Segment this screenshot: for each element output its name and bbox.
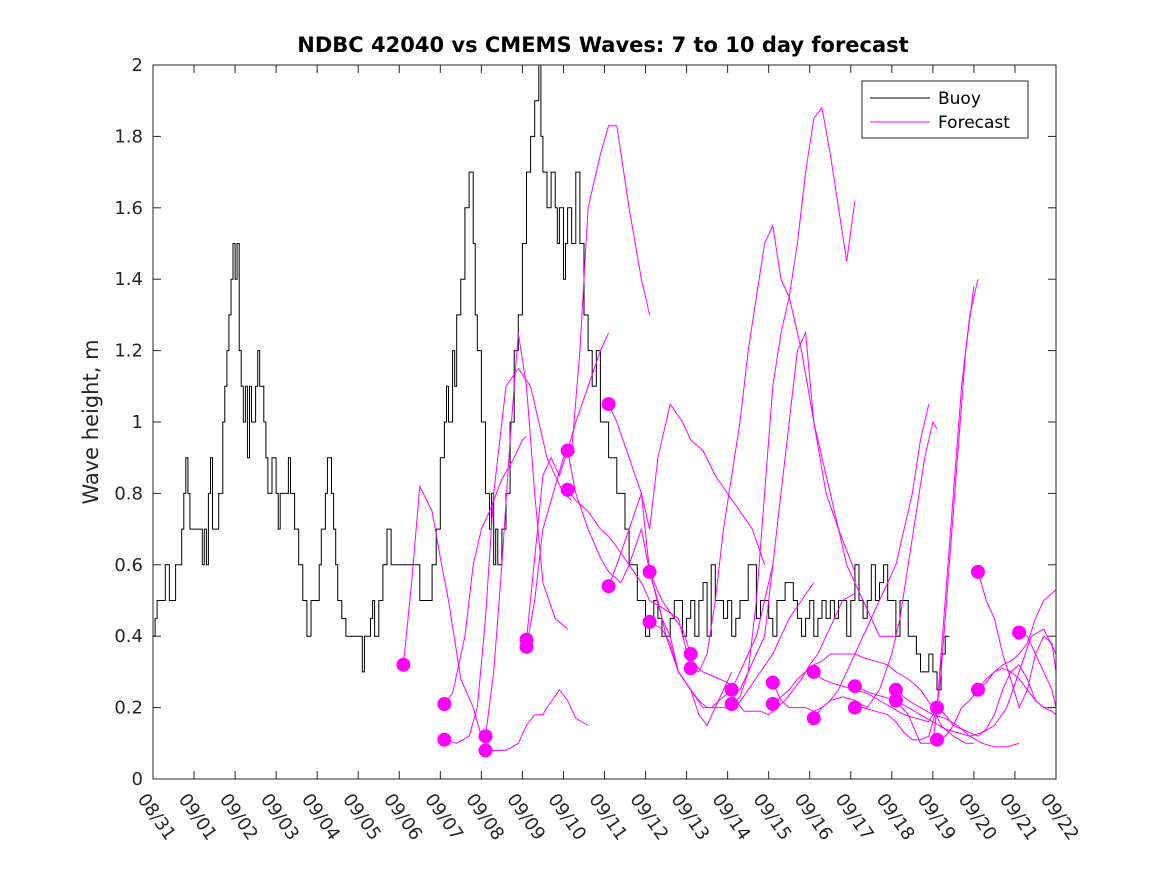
forecast-start-marker [478,743,493,758]
forecast-layer [402,106,1057,751]
forecast-series-line-1 [402,484,490,744]
forecast-series-line-5 [485,688,589,751]
y-axis-label: Wave height, m [79,339,103,504]
legend-buoy-label: Buoy [938,89,981,109]
forecast-series-line-19 [772,653,974,744]
y-tick-label: 0.8 [114,483,143,504]
forecast-series-line-12 [649,564,774,709]
y-tick-label: 1.6 [114,198,143,219]
forecast-start-marker [724,682,739,697]
forecast-start-marker [560,482,575,497]
y-tick-label: 2 [132,55,143,76]
forecast-start-marker [560,443,575,458]
forecast-start-marker [765,697,780,711]
forecast-series-line-21 [813,420,938,719]
forecast-series-line-22 [854,286,975,744]
y-tick-label: 1.2 [114,341,143,362]
forecast-start-marker [888,693,903,708]
y-tick-label: 1 [132,412,143,433]
forecast-start-marker [930,732,944,747]
forecast-start-marker [519,639,534,654]
forecast-start-marker [847,679,862,694]
buoy-layer [153,64,950,691]
forecast-start-marker [971,682,985,697]
forecast-series-line-10 [608,402,766,565]
forecast-series-line-11 [608,493,733,727]
forecast-series-line-30 [1018,632,1057,708]
forecast-start-marker [1012,625,1027,640]
forecast-start-marker [724,697,739,711]
forecast-series-line-2 [444,435,527,705]
forecast-series-line-15 [690,223,856,673]
forecast-series-line-4 [485,332,568,737]
y-tick-label: 0.2 [114,698,143,719]
forecast-start-marker [396,657,411,672]
y-tick-label: 1.4 [114,269,143,290]
chart-title: NDBC 42040 vs CMEMS Waves: 7 to 10 day f… [297,33,908,57]
forecast-start-marker [765,675,780,690]
forecast-start-marker [437,732,452,747]
forecast-start-marker [683,661,698,676]
forecast-start-marker [806,711,821,726]
legend-forecast-label: Forecast [938,113,1010,133]
forecast-start-marker [930,700,944,715]
forecast-start-marker [888,682,903,697]
forecast-series-line-6 [526,332,610,640]
y-tick-label: 0.6 [114,555,143,576]
buoy-series-line [153,64,950,691]
forecast-series-line-25 [895,628,1057,737]
forecast-series-line-14 [690,592,856,716]
y-tick-label: 0 [132,769,143,790]
forecast-start-marker [601,397,616,412]
forecast-start-marker [971,564,985,579]
forecast-start-marker [642,564,657,579]
forecast-start-marker [601,579,616,594]
legend: Buoy Forecast [861,80,1029,139]
forecast-series-line-23 [854,279,979,741]
forecast-start-marker [683,647,698,661]
forecast-series-line-13 [649,582,815,709]
forecast-start-marker [478,729,493,744]
forecast-start-marker [437,697,452,711]
y-tick-label: 0.4 [114,626,143,647]
forecast-series-line-3 [444,367,573,744]
forecast-series-line-16 [731,330,896,691]
forecast-series-line-29 [977,589,1057,691]
forecast-start-marker [847,700,862,715]
forecast-series-line-20 [813,671,938,723]
forecast-series-line-18 [772,403,930,712]
forecast-series-line-9 [567,489,692,669]
marker-layer [396,397,1027,758]
forecast-start-marker [642,614,657,629]
legend-box [861,80,1029,139]
forecast-series-line-17 [731,106,856,705]
y-tick-label: 1.8 [114,126,143,147]
forecast-start-marker [806,664,821,679]
forecast-series-line-24 [895,689,1020,748]
forecast-series-line-28 [977,571,1057,710]
forecast-series-line-7 [526,125,651,647]
